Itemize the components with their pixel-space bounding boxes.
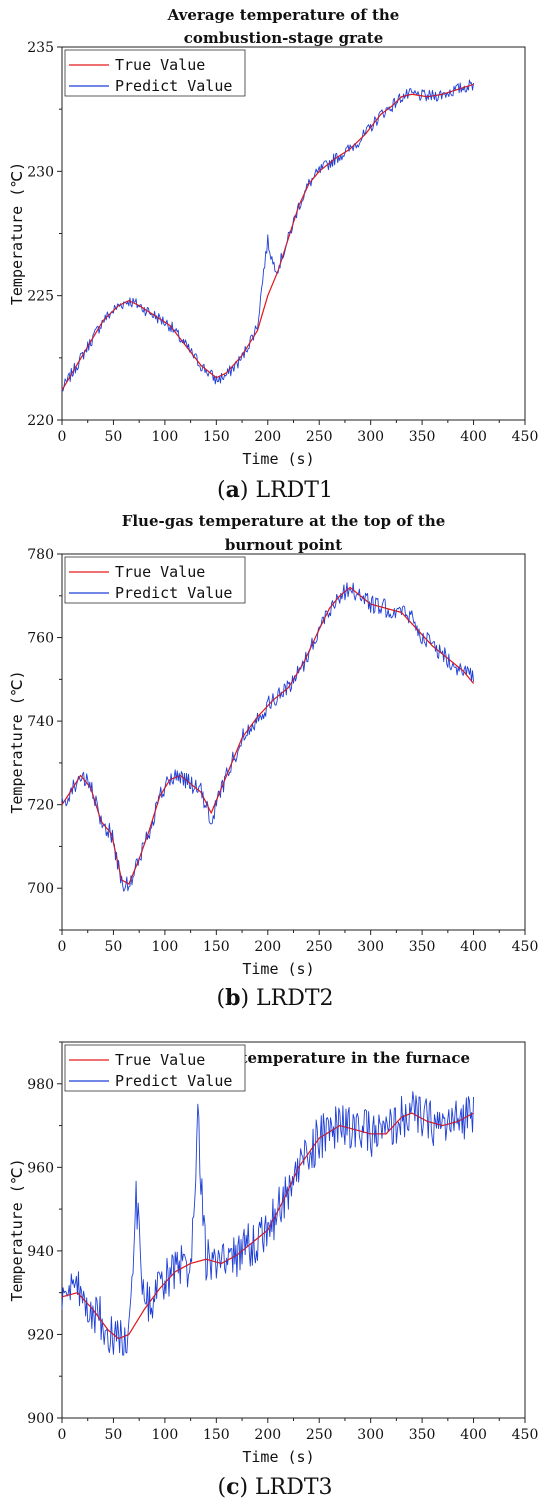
y-tick-label: 225: [27, 289, 54, 305]
x-tick-label: 50: [105, 1427, 123, 1443]
x-tick-label: 100: [152, 429, 179, 445]
series-line-true-overlay: [61, 586, 474, 885]
x-axis-label: Time (s): [242, 450, 314, 468]
legend-label: True Value: [115, 1051, 205, 1069]
caption-b: (b) LRDT2: [216, 985, 334, 1011]
legend-label: True Value: [115, 56, 205, 74]
x-tick-label: 150: [203, 1427, 230, 1443]
x-tick-label: 300: [357, 939, 384, 955]
y-tick-label: 900: [27, 1411, 54, 1427]
y-tick-label: 780: [27, 547, 54, 563]
series-line-true-overlay: [61, 83, 474, 391]
y-tick-label: 940: [27, 1244, 54, 1260]
x-tick-label: 400: [460, 429, 487, 445]
series-line-predict-value: [61, 79, 475, 392]
x-tick-label: 450: [512, 939, 539, 955]
series-line-predict-value: [61, 582, 475, 892]
legend-box: [64, 556, 246, 604]
x-tick-label: 250: [306, 429, 333, 445]
legend-box: [64, 49, 246, 97]
x-tick-label: 450: [512, 429, 539, 445]
y-tick-label: 235: [27, 40, 54, 56]
chart-title-line: Flue-gas temperature at the top of the: [122, 512, 446, 530]
y-axis-label: Temperature (℃): [8, 1158, 26, 1301]
plot-frame: [61, 1041, 526, 1419]
y-tick-label: 740: [27, 714, 54, 730]
legend-label: Predict Value: [115, 77, 232, 95]
x-tick-label: 400: [460, 939, 487, 955]
plot-frame: [61, 553, 526, 931]
chart-title-line: combustion-stage grate: [184, 29, 384, 47]
y-tick-label: 700: [27, 881, 54, 897]
series-line-true-overlay: [61, 1112, 474, 1340]
x-tick-label: 150: [203, 429, 230, 445]
legend-box: [64, 1044, 246, 1092]
legend-label: True Value: [115, 563, 205, 581]
series-line-true-value: [61, 586, 475, 885]
x-tick-label: 400: [460, 1427, 487, 1443]
x-tick-label: 0: [58, 429, 67, 445]
x-tick-label: 350: [409, 429, 436, 445]
x-tick-label: 50: [105, 429, 123, 445]
chart-title-line: Average temperature of the: [167, 6, 400, 24]
x-tick-label: 100: [152, 939, 179, 955]
x-tick-label: 250: [306, 939, 333, 955]
legend-label: Predict Value: [115, 584, 232, 602]
x-tick-label: 0: [58, 1427, 67, 1443]
x-tick-label: 0: [58, 939, 67, 955]
y-tick-label: 920: [27, 1327, 54, 1343]
chart-title-line: burnout point: [225, 536, 342, 554]
x-tick-label: 200: [254, 1427, 281, 1443]
x-axis-label: Time (s): [242, 1448, 314, 1466]
y-tick-label: 230: [27, 164, 54, 180]
x-tick-label: 200: [254, 939, 281, 955]
x-tick-label: 100: [152, 1427, 179, 1443]
y-tick-label: 980: [27, 1077, 54, 1093]
chart-a: Average temperature of the combustion-sta…: [8, 6, 538, 468]
series-line-predict-value: [61, 1091, 475, 1356]
x-axis-label: Time (s): [242, 960, 314, 978]
y-tick-label: 220: [27, 413, 54, 429]
x-tick-label: 300: [357, 429, 384, 445]
x-tick-label: 150: [203, 939, 230, 955]
y-axis-label: Temperature (℃): [8, 162, 26, 305]
x-tick-label: 350: [409, 939, 436, 955]
caption-a: (a) LRDT1: [217, 477, 333, 503]
legend-label: Predict Value: [115, 1072, 232, 1090]
y-tick-label: 720: [27, 798, 54, 814]
chart-b: Flue-gas temperature at the top of the bu…: [8, 512, 538, 978]
y-tick-label: 760: [27, 631, 54, 647]
x-tick-label: 200: [254, 429, 281, 445]
x-tick-label: 50: [105, 939, 123, 955]
y-tick-label: 960: [27, 1160, 54, 1176]
caption-c: (c) LRDT3: [217, 1474, 333, 1500]
x-tick-label: 450: [512, 1427, 539, 1443]
y-axis-label: Temperature (℃): [8, 670, 26, 813]
x-tick-label: 300: [357, 1427, 384, 1443]
chart-c: Average flue-gas temperature in the furn…: [8, 1041, 539, 1466]
x-tick-label: 250: [306, 1427, 333, 1443]
x-tick-label: 350: [409, 1427, 436, 1443]
plot-frame: [61, 46, 526, 421]
